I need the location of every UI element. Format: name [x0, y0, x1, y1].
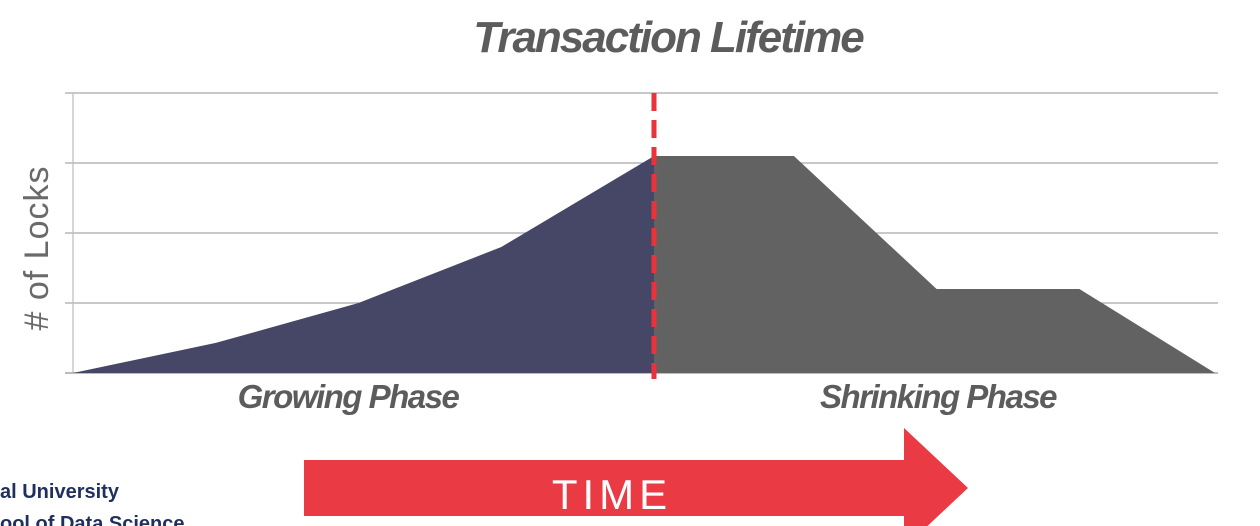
- shrinking-phase-label: Shrinking Phase: [820, 378, 1057, 415]
- footer-school-text: ool of Data Science: [0, 513, 185, 526]
- time-arrow: [304, 428, 968, 526]
- shrinking-phase-area: [654, 156, 1215, 373]
- growing-phase-area: [73, 156, 654, 373]
- time-arrow-label: TIME: [552, 471, 672, 518]
- growing-phase-label: Growing Phase: [238, 378, 460, 415]
- data-areas: [73, 156, 1215, 373]
- footer-university-text: al University: [0, 481, 120, 503]
- chart-title: Transaction Lifetime: [473, 13, 864, 62]
- y-axis-label: # of Locks: [18, 166, 56, 331]
